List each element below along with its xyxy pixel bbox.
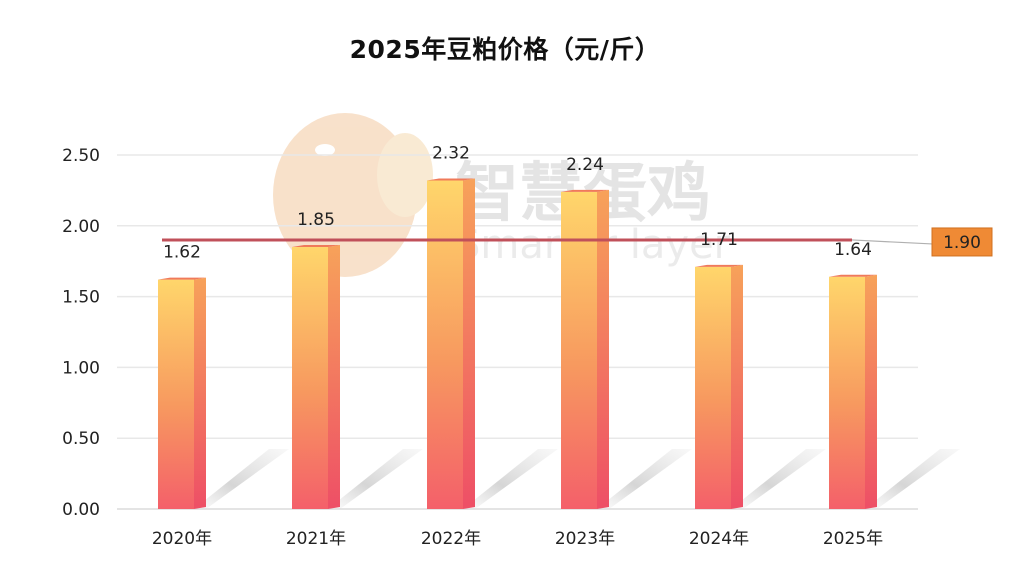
value-label: 1.85 — [297, 210, 335, 230]
bar — [158, 277, 206, 509]
watermark: 智慧蛋鸡Smarter layer — [273, 113, 731, 277]
y-tick-label: 2.00 — [62, 217, 100, 237]
x-tick-label: 2024年 — [689, 529, 749, 549]
reference-label: 1.90 — [943, 233, 981, 253]
y-tick-label: 1.50 — [62, 288, 100, 308]
y-tick-label: 0.50 — [62, 429, 100, 449]
y-tick-label: 2.50 — [62, 146, 100, 166]
value-labels: 1.62 1.85 2.32 2.24 1.71 1.64 — [163, 143, 872, 262]
bar — [829, 274, 877, 509]
bars — [158, 178, 877, 510]
y-axis: 0.00 0.50 1.00 1.50 2.00 2.50 — [62, 146, 100, 520]
y-tick-label: 1.00 — [62, 358, 100, 378]
x-tick-label: 2020年 — [152, 529, 212, 549]
bar-shadows — [194, 449, 960, 509]
egg-logo-icon — [273, 113, 433, 277]
bar — [427, 178, 475, 509]
x-tick-label: 2022年 — [421, 529, 481, 549]
value-label: 1.64 — [834, 240, 872, 260]
x-tick-label: 2023年 — [555, 529, 615, 549]
value-label: 1.71 — [700, 230, 738, 250]
value-label: 2.24 — [566, 155, 604, 175]
reference-line: 1.90 — [162, 227, 993, 257]
value-label: 2.32 — [432, 143, 470, 163]
bar — [695, 264, 743, 509]
y-tick-label: 0.00 — [62, 500, 100, 520]
x-tick-label: 2025年 — [823, 529, 883, 549]
reference-label-box — [931, 227, 993, 257]
gridlines — [117, 154, 918, 510]
x-tick-label: 2021年 — [286, 529, 346, 549]
chart-title: 2025年豆粕价格（元/斤） — [349, 35, 661, 64]
value-label: 1.62 — [163, 243, 201, 263]
bar — [292, 245, 340, 510]
x-axis: 2020年 2021年 2022年 2023年 2024年 2025年 — [152, 529, 883, 549]
bar — [561, 189, 609, 510]
